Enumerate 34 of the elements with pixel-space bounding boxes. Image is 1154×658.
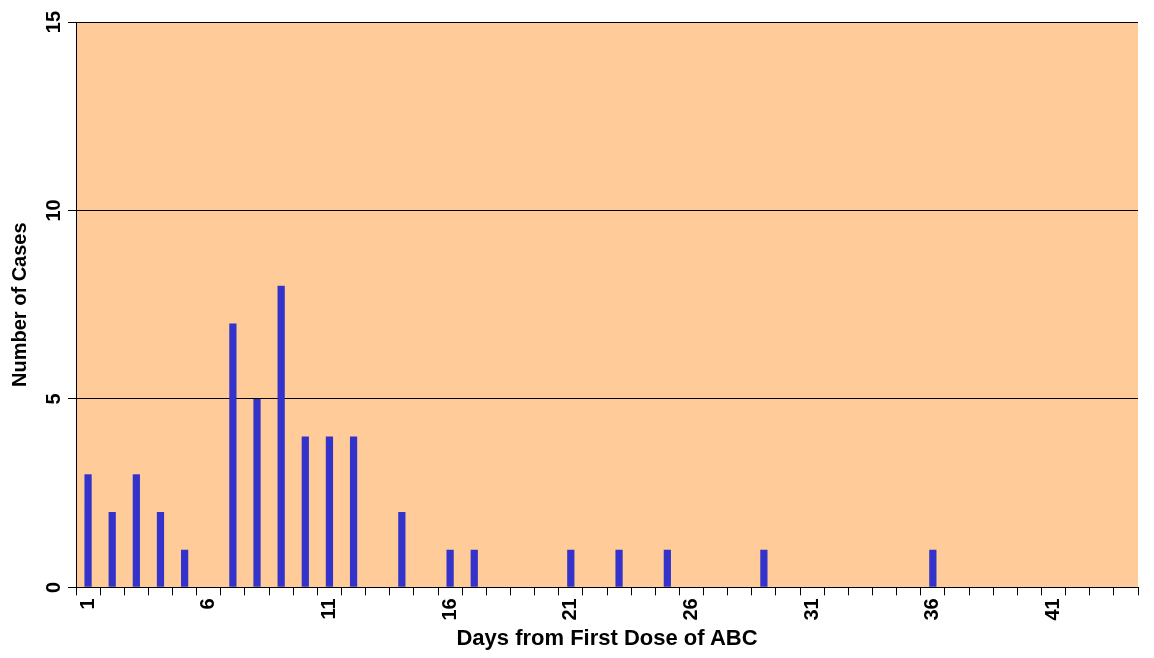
bar (349, 436, 358, 587)
x-tick-label: 36 (920, 598, 943, 621)
x-tick-label: 21 (558, 598, 581, 621)
x-tick-label: 31 (799, 598, 822, 621)
bar (760, 549, 768, 587)
x-tick-label: 11 (316, 598, 339, 620)
bar (398, 511, 406, 587)
x-axis-title: Days from First Dose of ABC (456, 624, 758, 650)
bar (929, 549, 937, 587)
bar (301, 436, 309, 587)
x-tick-label: 16 (437, 598, 460, 621)
bar (325, 436, 334, 587)
x-tick-label: 6 (196, 598, 219, 610)
bar (132, 474, 140, 587)
bar (229, 323, 237, 587)
bar (663, 549, 671, 587)
bar (615, 549, 623, 587)
bar (277, 285, 285, 587)
y-axis-title: Number of Cases (7, 222, 30, 387)
x-tick-label: 26 (678, 598, 701, 621)
x-tick-label: 1 (75, 598, 98, 610)
bar (156, 511, 165, 587)
bar (108, 511, 116, 587)
bar (567, 549, 575, 587)
y-tick-label: 10 (41, 199, 64, 222)
y-tick-label: 0 (41, 581, 64, 593)
bar (470, 549, 478, 587)
y-tick-label: 5 (41, 393, 64, 405)
bar (446, 549, 454, 587)
bar (84, 474, 92, 587)
bar (253, 398, 261, 587)
x-tick-label: 41 (1041, 598, 1064, 621)
bar (180, 549, 189, 587)
y-tick-label: 15 (41, 10, 64, 34)
